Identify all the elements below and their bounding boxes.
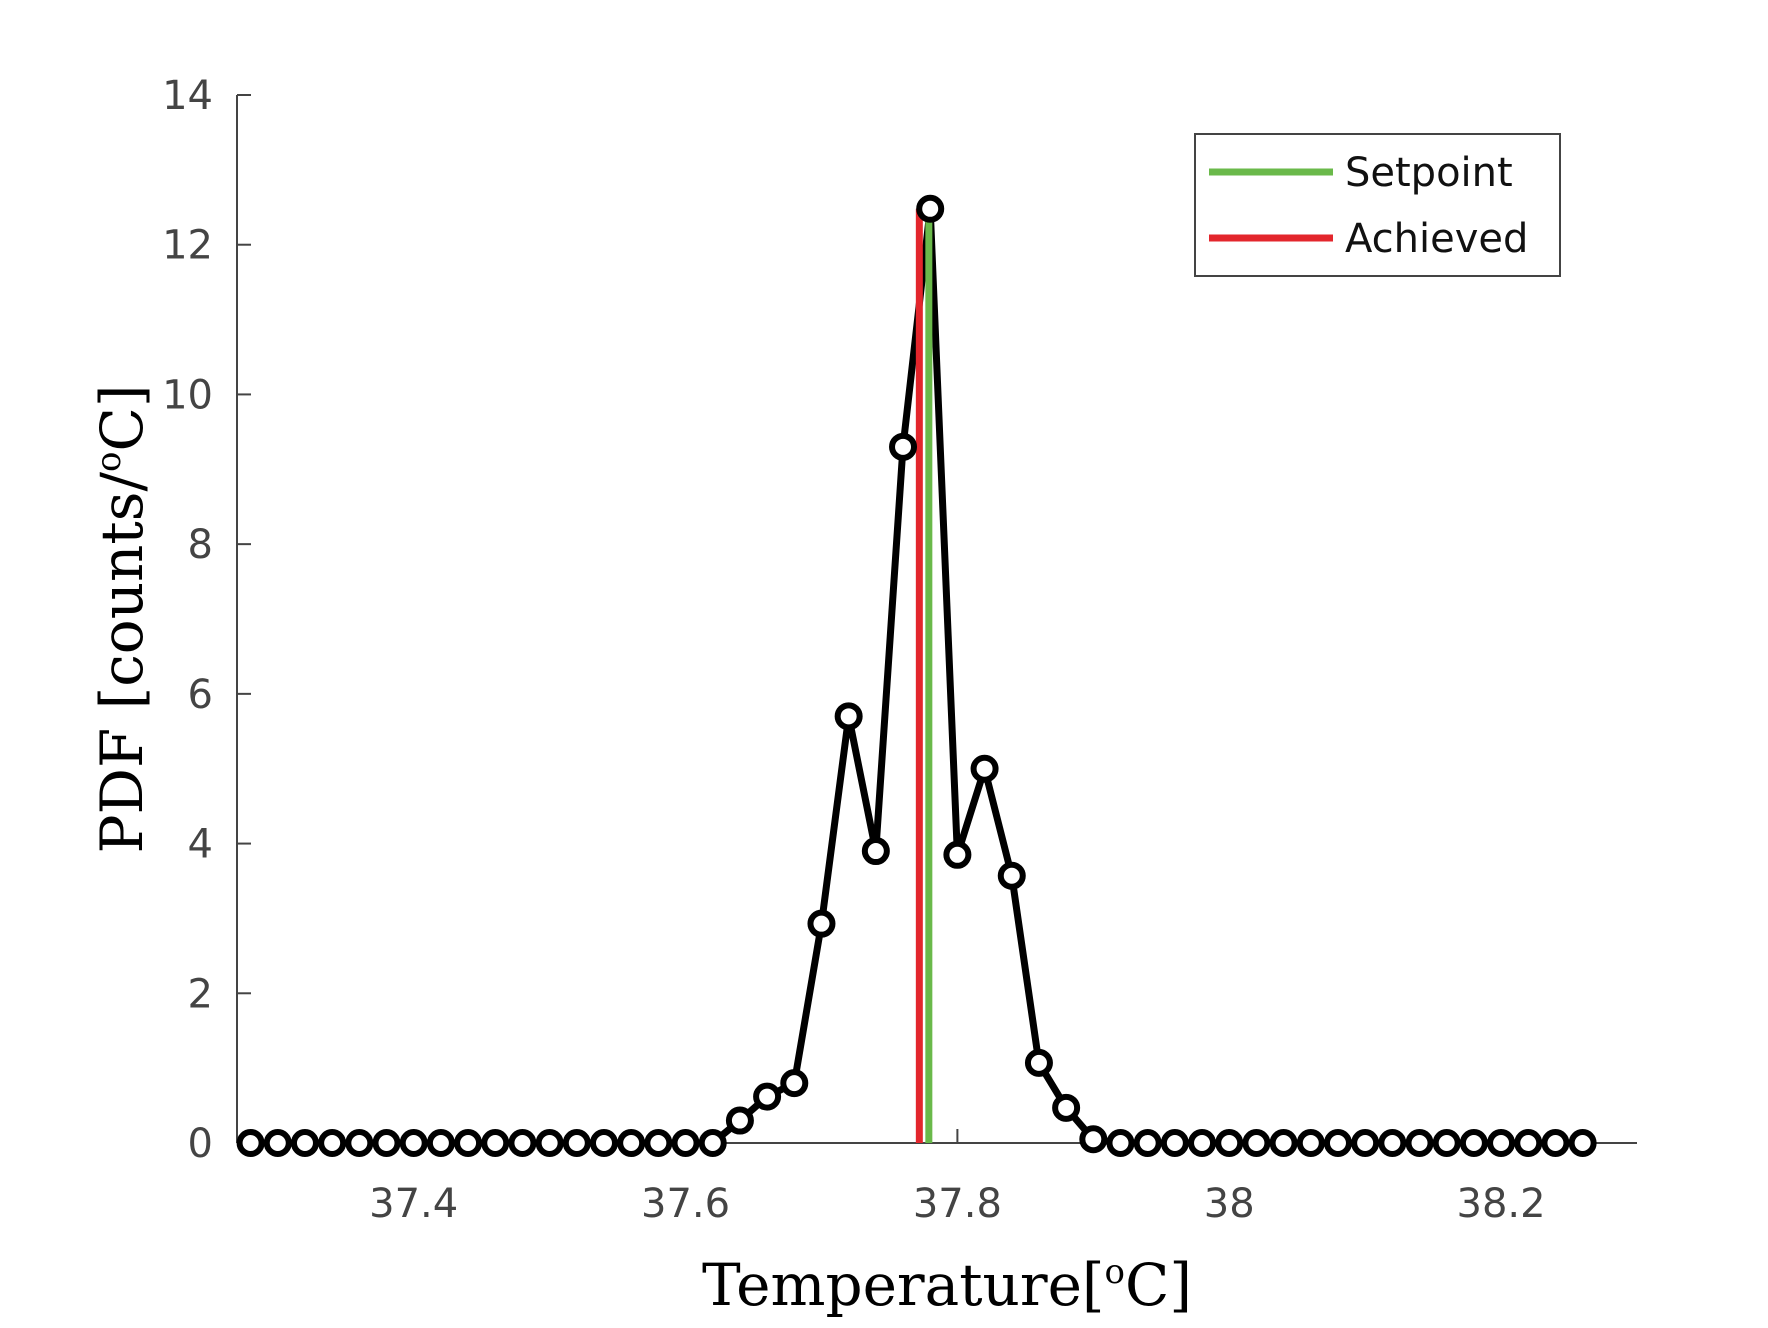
pdf-data-point — [834, 702, 863, 731]
y-tick-label: 8 — [188, 522, 213, 568]
pdf-data-point — [1487, 1129, 1516, 1157]
pdf-data-point — [1215, 1129, 1244, 1157]
pdf-data-point — [780, 1069, 809, 1098]
y-axis-title-pre: PDF [counts/ — [88, 472, 156, 854]
pdf-data-point — [997, 861, 1026, 890]
pdf-data-point — [1459, 1129, 1488, 1157]
pdf-data-point — [1541, 1129, 1570, 1157]
pdf-data-point — [1242, 1129, 1271, 1157]
pdf-data-point — [725, 1106, 754, 1135]
pdf-data-point — [372, 1129, 401, 1157]
x-axis-title: Temperature[oC] — [702, 1251, 1192, 1319]
pdf-data-point — [426, 1129, 455, 1157]
y-tick-label: 12 — [162, 223, 213, 269]
pdf-data-point — [698, 1129, 727, 1157]
pdf-data-point — [1432, 1129, 1461, 1157]
legend-label-achieved: Achieved — [1345, 216, 1528, 262]
pdf-data-point — [290, 1129, 319, 1157]
pdf-data-point — [1323, 1129, 1352, 1157]
pdf-data-point — [943, 840, 972, 869]
x-axis-title-pre: Temperature[ — [702, 1251, 1105, 1319]
pdf-data-point — [535, 1129, 564, 1157]
pdf-data-point — [970, 754, 999, 783]
pdf-data-point — [508, 1129, 537, 1157]
x-tick-label: 37.8 — [913, 1181, 1002, 1227]
pdf-data-point — [916, 194, 945, 223]
legend-box — [1194, 133, 1561, 277]
pdf-data-point — [1378, 1129, 1407, 1157]
y-axis-title-degree: o — [89, 451, 129, 471]
y-ticks: 0 2 4 6 8 10 12 14 — [162, 73, 251, 1167]
y-tick-label: 4 — [188, 822, 213, 868]
y-tick-label: 6 — [188, 672, 213, 718]
x-tick-label: 38.2 — [1457, 1181, 1546, 1227]
pdf-data-point — [1188, 1129, 1217, 1157]
pdf-data-point — [1052, 1093, 1081, 1122]
pdf-data-point — [1296, 1129, 1325, 1157]
pdf-data-point — [617, 1129, 646, 1157]
pdf-data-point — [1079, 1125, 1108, 1154]
x-tick-label: 38 — [1204, 1181, 1255, 1227]
pdf-data-point — [589, 1129, 618, 1157]
pdf-data-point — [481, 1129, 510, 1157]
pdf-data-point — [1568, 1129, 1597, 1157]
x-axis-title-degree: o — [1105, 1252, 1125, 1292]
pdf-data-point — [454, 1129, 483, 1157]
y-tick-label: 14 — [162, 73, 213, 119]
legend: Setpoint Achieved — [1194, 133, 1561, 277]
x-tick-label: 37.4 — [369, 1181, 458, 1227]
pdf-data-point — [318, 1129, 347, 1157]
x-ticks: 37.4 37.6 37.8 38 38.2 — [369, 1129, 1546, 1227]
pdf-data-point — [562, 1129, 591, 1157]
plot-marks — [236, 194, 1597, 1157]
pdf-data-point — [1351, 1129, 1380, 1157]
pdf-data-point — [861, 837, 890, 866]
y-axis-title-post: C] — [88, 384, 156, 451]
y-tick-label: 0 — [188, 1121, 213, 1167]
pdf-data-point — [671, 1129, 700, 1157]
x-axis-title-post: C] — [1125, 1251, 1192, 1319]
pdf-data-point — [807, 909, 836, 938]
pdf-data-point — [1160, 1129, 1189, 1157]
pdf-data-point — [1269, 1129, 1298, 1157]
pdf-data-point — [1514, 1129, 1543, 1157]
y-tick-label: 10 — [162, 372, 213, 418]
pdf-data-point — [399, 1129, 428, 1157]
pdf-data-point — [1106, 1129, 1135, 1157]
pdf-data-point — [889, 432, 918, 461]
pdf-data-point — [1405, 1129, 1434, 1157]
pdf-data-point — [1133, 1129, 1162, 1157]
pdf-data-point — [236, 1129, 265, 1157]
pdf-data-point — [263, 1129, 292, 1157]
legend-label-setpoint: Setpoint — [1345, 150, 1513, 196]
x-tick-label: 37.6 — [641, 1181, 730, 1227]
pdf-data-point — [753, 1082, 782, 1111]
pdf-data-point — [345, 1129, 374, 1157]
y-axis-title: PDF [counts/oC] — [88, 384, 156, 853]
y-tick-label: 2 — [188, 971, 213, 1017]
pdf-data-point — [644, 1129, 673, 1157]
pdf-data-point — [1024, 1048, 1053, 1077]
